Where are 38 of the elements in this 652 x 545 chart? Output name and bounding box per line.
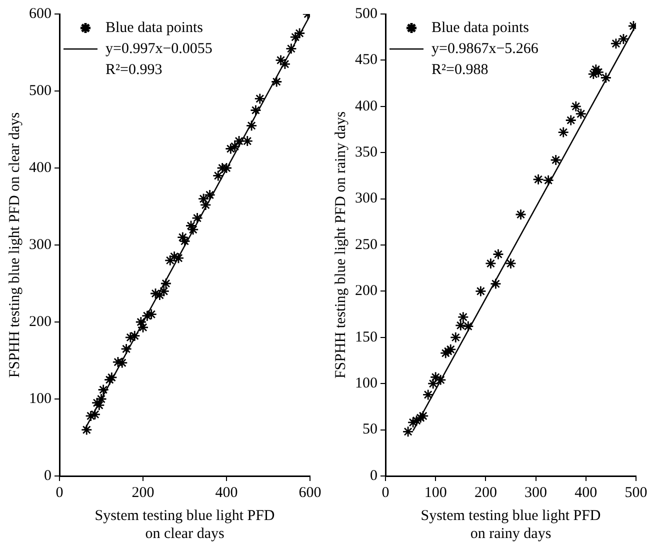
- legend-label: y=0.997x−0.0055: [106, 40, 212, 57]
- annotation: R²=0.988: [432, 62, 488, 78]
- x-tick-label: 600: [298, 484, 322, 501]
- y-tick-label: 200: [355, 283, 378, 300]
- x-axis-title: System testing blue light PFD on rainy days: [420, 508, 601, 542]
- y-tick-label: 0: [44, 468, 52, 484]
- legend-label: y=0.9867x−5.266: [432, 40, 539, 57]
- y-tick-label: 150: [355, 329, 378, 346]
- x-tick-label: 400: [574, 484, 598, 501]
- y-tick-label: 600: [29, 6, 52, 22]
- x-tick-label: 500: [624, 484, 648, 501]
- x-tick-label: 400: [215, 484, 238, 501]
- y-tick-label: 0: [370, 468, 378, 484]
- y-tick-label: 350: [355, 144, 378, 161]
- y-tick-label: 300: [355, 190, 378, 207]
- y-tick-label: 200: [29, 314, 52, 330]
- x-axis-title: System testing blue light PFD on clear days: [94, 508, 275, 542]
- x-tick-label: 0: [56, 484, 64, 501]
- legend-label: Blue data points: [106, 20, 204, 36]
- y-axis-title: FSPHH testing blue light PFD on rainy days: [332, 111, 349, 379]
- y-tick-label: 100: [355, 376, 378, 392]
- x-tick-label: 200: [132, 484, 154, 501]
- y-tick-label: 300: [29, 236, 52, 253]
- y-tick-label: 50: [362, 422, 378, 438]
- y-tick-label: 500: [29, 82, 52, 99]
- y-tick-label: 400: [29, 160, 52, 176]
- y-axis-title: FSPHH testing blue light PFD on clear days: [6, 112, 23, 378]
- annotation: R²=0.993: [106, 62, 162, 78]
- y-tick-label: 250: [355, 236, 378, 253]
- y-tick-label: 100: [29, 390, 52, 407]
- y-tick-label: 500: [355, 6, 378, 22]
- x-tick-label: 0: [382, 484, 390, 501]
- y-tick-label: 450: [355, 52, 378, 68]
- y-tick-label: 400: [355, 98, 378, 114]
- x-tick-label: 300: [524, 484, 548, 501]
- legend-label: Blue data points: [432, 20, 530, 36]
- x-tick-label: 200: [474, 484, 497, 501]
- x-tick-label: 100: [424, 484, 447, 501]
